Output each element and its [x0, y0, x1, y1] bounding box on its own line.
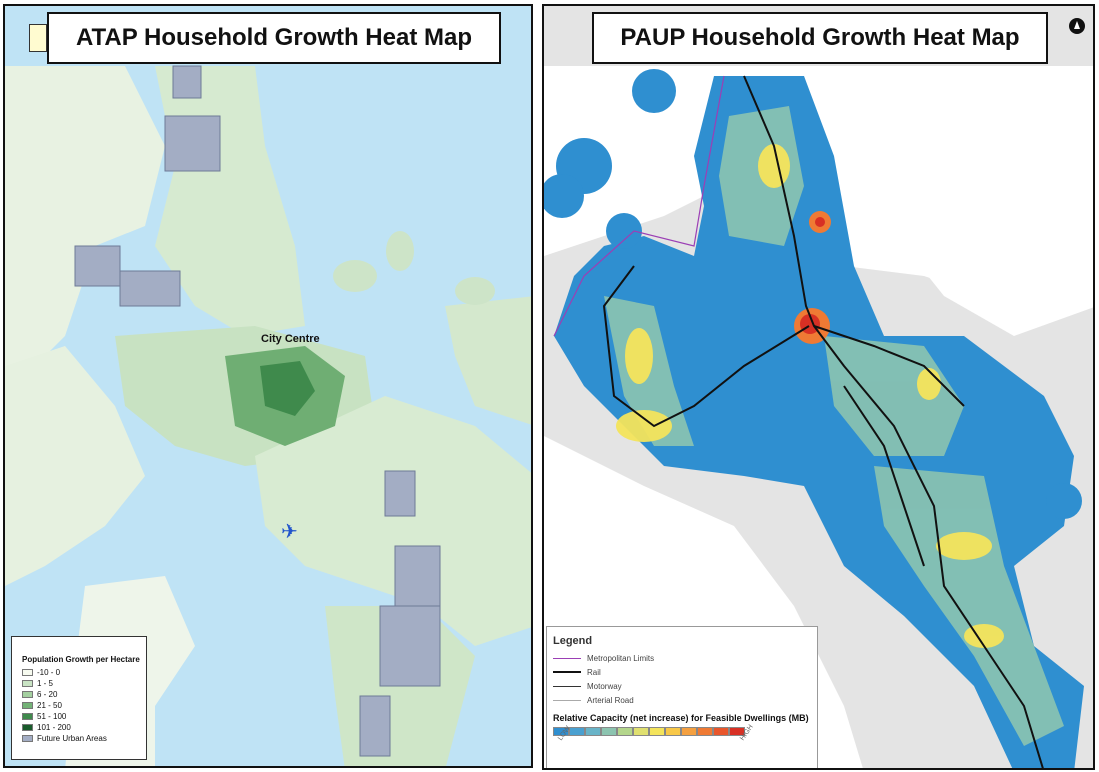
- legend-item: 1 - 5: [22, 678, 146, 689]
- city-centre-label: City Centre: [261, 333, 320, 345]
- airport-icon: ✈: [281, 521, 298, 543]
- ramp-swatch: [617, 727, 633, 736]
- ramp-swatch: [585, 727, 601, 736]
- legend-item: 6 - 20: [22, 689, 146, 700]
- rail-motorway-lines: [602, 75, 1044, 768]
- paup-legend: Legend Metropolitan Limits Rail Motorway…: [546, 626, 818, 768]
- ramp-labels: LOW HIGH: [553, 724, 817, 756]
- ramp-swatch: [665, 727, 681, 736]
- legend-item: 101 - 200: [22, 722, 146, 733]
- legend-item: Arterial Road: [553, 693, 817, 707]
- land-east: [445, 296, 531, 425]
- legend-item: Rail: [553, 665, 817, 679]
- land-northwest: [5, 66, 165, 366]
- atap-map-panel: ✈ ATAP Household Growth Heat Map City Ce…: [3, 4, 533, 768]
- ramp-swatch: [569, 727, 585, 736]
- ramp-swatch: [729, 727, 745, 736]
- legend-item: 21 - 50: [22, 700, 146, 711]
- legend-item: Metropolitan Limits: [553, 651, 817, 665]
- east-water: [904, 236, 1093, 336]
- legend-item: 51 - 100: [22, 711, 146, 722]
- atap-map-canvas: ✈: [5, 65, 531, 766]
- island-3: [455, 277, 495, 305]
- legend-item: Motorway: [553, 679, 817, 693]
- paup-legend-title: Legend: [553, 635, 593, 647]
- ramp-swatch: [633, 727, 649, 736]
- city-inner: [260, 361, 315, 416]
- ramp-swatch: [553, 727, 569, 736]
- atap-legend-title: Population Growth per Hectare: [22, 655, 140, 664]
- island-2: [386, 231, 414, 271]
- future-urban-areas: [74, 65, 441, 757]
- land-south: [255, 396, 531, 646]
- paup-title: PAUP Household Growth Heat Map: [592, 12, 1048, 64]
- ramp-swatch: [649, 727, 665, 736]
- ramp-swatch: [681, 727, 697, 736]
- north-arrow-icon: [1069, 18, 1085, 34]
- island-1: [333, 260, 377, 292]
- metropolitan-limit: [553, 75, 725, 337]
- legend-item: Future Urban Areas: [22, 733, 146, 744]
- atap-legend: Population Growth per Hectare -10 - 0 1 …: [11, 636, 147, 760]
- atap-title: ATAP Household Growth Heat Map: [47, 12, 501, 64]
- capacity-label: Relative Capacity (net increase) for Fea…: [553, 713, 809, 723]
- hotspot-north-core: [815, 217, 825, 227]
- ramp-swatch: [697, 727, 713, 736]
- ramp-swatch: [601, 727, 617, 736]
- capacity-ramp: [553, 727, 817, 736]
- ramp-swatch: [713, 727, 729, 736]
- legend-marker: [29, 24, 47, 52]
- paup-map-panel: PAUP Household Growth Heat Map Legend Me…: [542, 4, 1095, 770]
- land-west: [5, 346, 145, 586]
- legend-item: -10 - 0: [22, 667, 146, 678]
- capacity-high-area: [616, 144, 1004, 648]
